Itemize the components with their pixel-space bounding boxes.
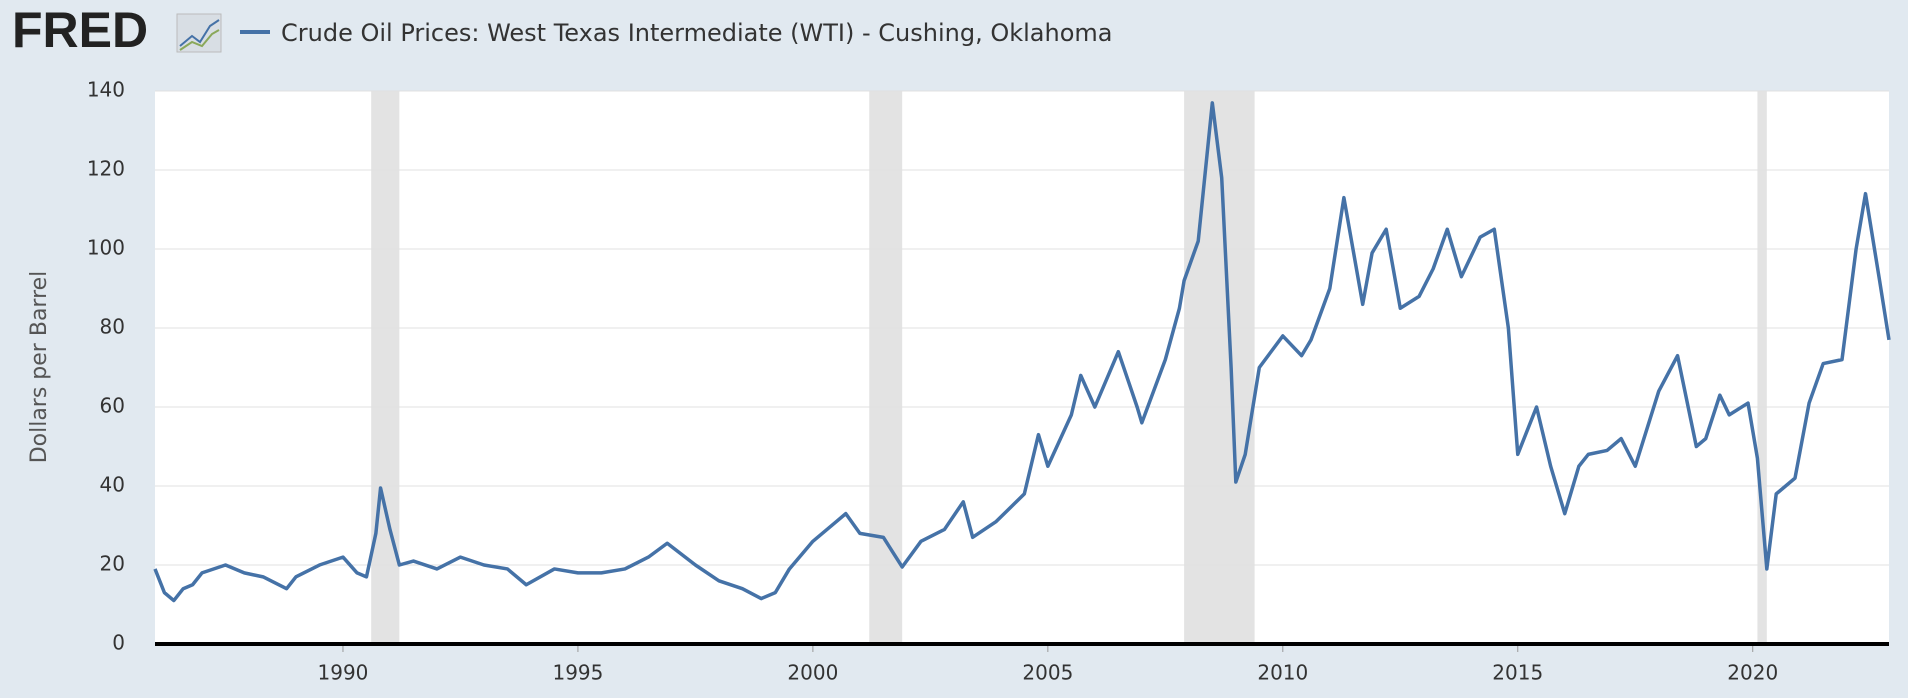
- y-tick-label: 40: [100, 473, 125, 497]
- y-axis-label: Dollars per Barrel: [27, 271, 52, 464]
- y-tick-label: 140: [87, 78, 125, 102]
- x-tick-label: 2010: [1257, 661, 1308, 685]
- brand-logo: FRED: [12, 2, 148, 58]
- x-tick-label: 2005: [1022, 661, 1073, 685]
- x-tick-label: 2000: [787, 661, 838, 685]
- legend-label: Crude Oil Prices: West Texas Intermediat…: [281, 19, 1112, 47]
- logo-icon: [176, 13, 222, 53]
- data-line: [153, 101, 1891, 603]
- x-tick-label: 1990: [318, 661, 369, 685]
- plot-area: [155, 91, 1889, 644]
- y-tick-label: 80: [100, 315, 125, 339]
- y-tick-label: 120: [87, 157, 125, 181]
- y-tick-label: 20: [100, 552, 125, 576]
- y-tick-label: 0: [112, 631, 125, 655]
- recession-band: [1184, 91, 1255, 644]
- x-tick-label: 2020: [1727, 661, 1778, 685]
- recession-band: [1757, 91, 1767, 644]
- recession-band: [371, 91, 400, 644]
- y-tick-label: 100: [87, 236, 125, 260]
- x-tick-label: 1995: [552, 661, 603, 685]
- y-tick-label: 60: [100, 394, 125, 418]
- x-tick-label: 2015: [1492, 661, 1543, 685]
- recession-band: [869, 91, 903, 644]
